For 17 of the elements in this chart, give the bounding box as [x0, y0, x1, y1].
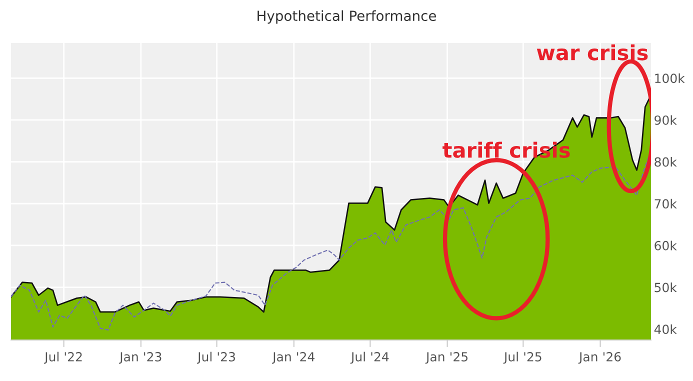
- y-tick-label: 100k: [655, 73, 685, 84]
- x-tick-label: Jan '24: [272, 352, 314, 364]
- x-tick-label: Jan '25: [425, 352, 468, 364]
- y-tick-label: 50k: [654, 282, 677, 292]
- chart-title: Hypothetical Performance: [258, 10, 436, 24]
- y-tick-label: 90k: [654, 115, 677, 125]
- x-tick-label: Jul '24: [350, 352, 389, 364]
- annotation: war crisis: [536, 44, 648, 60]
- x-tick-label: Jul '25: [503, 352, 542, 364]
- x-tick-label: Jan '23: [118, 352, 162, 364]
- y-tick-label: 40k: [654, 324, 677, 334]
- y-tick-label: 70k: [654, 198, 677, 209]
- y-tick-label: 80k: [654, 157, 677, 167]
- x-tick-label: Jul '22: [44, 352, 82, 364]
- x-tick-label: Jan '26: [578, 352, 621, 364]
- x-tick-label: Jul '23: [196, 352, 235, 364]
- y-tick-label: 60k: [654, 240, 677, 250]
